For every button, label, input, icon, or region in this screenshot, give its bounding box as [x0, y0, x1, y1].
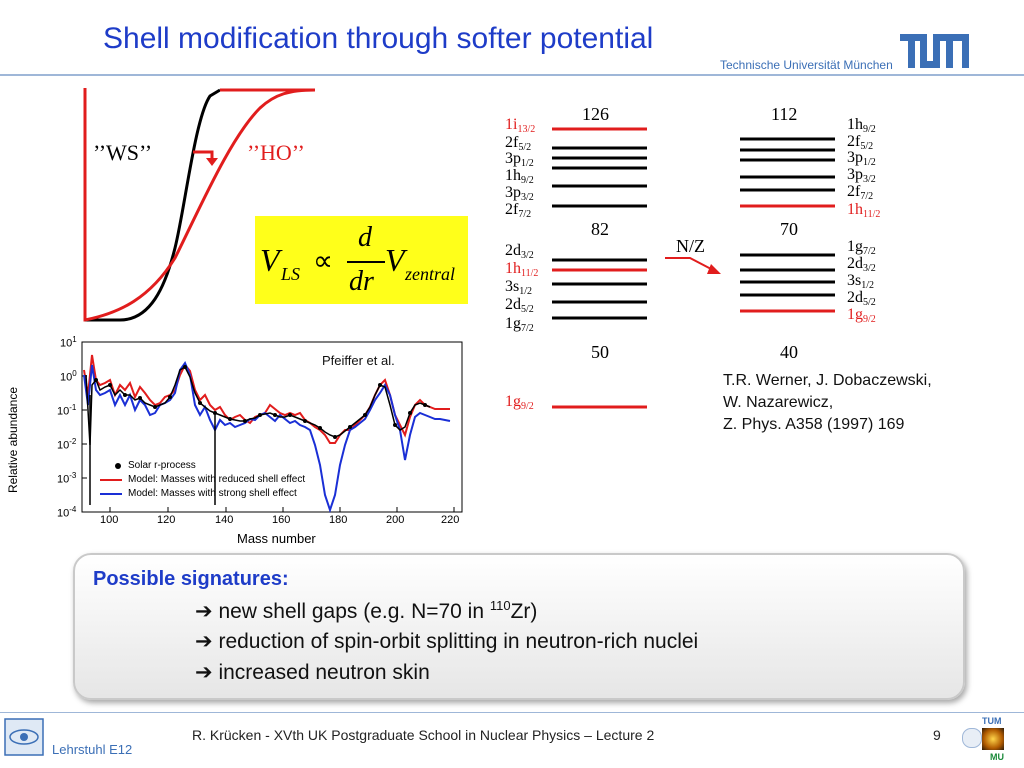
level-label: 3p1/2 [847, 149, 876, 169]
y-tick-m2: 10-2 [57, 437, 77, 452]
level-label: 1g7/2 [505, 315, 534, 335]
slide-title: Shell modification through softer potent… [103, 22, 654, 55]
level-label: 2d5/2 [847, 289, 876, 309]
formula-dr-denominator: dr [349, 266, 374, 297]
level-label: 2f5/2 [505, 134, 532, 154]
ho-frame-line [83, 88, 120, 322]
x-axis-label: Mass number [237, 531, 316, 546]
formula-d-numerator: d [358, 222, 372, 253]
magic-40: 40 [780, 342, 798, 362]
nz-arrow [665, 257, 714, 271]
header-divider [0, 74, 1024, 76]
spin-orbit-formula: V LS ∝ d dr V zentral [255, 216, 468, 304]
formula-ls: LS [281, 264, 301, 284]
y-tick-1: 101 [60, 335, 77, 350]
tum-logo [900, 34, 969, 68]
tum-mini-logo: TUM [982, 716, 1002, 726]
level-label: 1h9/2 [847, 116, 876, 136]
legend-strong: Model: Masses with strong shell effect [128, 488, 297, 499]
level-label: 2d5/2 [505, 296, 534, 316]
chair-logo [4, 718, 44, 756]
magic-50: 50 [591, 342, 609, 362]
signature-item: ➔ new shell gaps (e.g. N=70 in 110Zr) [195, 598, 538, 623]
level-label: 2f5/2 [847, 133, 874, 153]
magic-70: 70 [780, 219, 798, 239]
e-logo [962, 728, 982, 748]
formula-propto: ∝ [313, 246, 334, 277]
magic-126: 126 [582, 104, 609, 124]
level-label: 3p3/2 [505, 184, 534, 204]
x-tick-200: 200 [386, 514, 405, 526]
level-label: 3s1/2 [847, 272, 875, 292]
level-label: 1g9/2 [505, 393, 534, 413]
y-tick-m3: 10-3 [57, 471, 77, 486]
signature-item: ➔ increased neutron skin [195, 661, 430, 684]
level-label: 2d3/2 [505, 242, 534, 262]
level-label: 1g7/2 [847, 238, 876, 258]
signature-item: ➔ reduction of spin-orbit splitting in n… [195, 630, 699, 653]
ws-label: ’’WS’’ [93, 140, 153, 165]
fraction-bar [347, 261, 385, 263]
abundance-plot [81, 341, 463, 514]
nz-label: N/Z [676, 236, 705, 256]
x-tick-160: 160 [272, 514, 291, 526]
reference-citation: T.R. Werner, J. Dobaczewski, W. Nazarewi… [723, 372, 932, 433]
university-name: Technische Universität München [720, 58, 893, 72]
level-scheme [552, 127, 835, 409]
magic-82: 82 [591, 219, 609, 239]
signatures-box [73, 553, 965, 700]
level-label: 3s1/2 [505, 278, 533, 298]
legend-marker-solar [115, 463, 121, 469]
chair-name: Lehrstuhl E12 [52, 742, 133, 757]
potential-shape-diagram [83, 88, 316, 322]
level-label: 1g9/2 [847, 306, 876, 326]
level-label: 2d3/2 [847, 255, 876, 275]
ws-curve [85, 88, 221, 322]
level-label: 3p1/2 [505, 150, 534, 170]
lmu-mini-logo: MU [990, 752, 1004, 762]
ho-curve [84, 88, 316, 322]
legend-reduced: Model: Masses with reduced shell effect [128, 474, 306, 485]
x-tick-220: 220 [441, 514, 460, 526]
level-label: 3p3/2 [847, 166, 876, 186]
footer-divider [0, 712, 1024, 713]
level-label: 1h11/2 [847, 201, 881, 221]
level-label: 2f7/2 [847, 183, 874, 203]
x-tick-100: 100 [100, 514, 119, 526]
x-tick-140: 140 [215, 514, 234, 526]
level-label: 2f7/2 [505, 201, 532, 221]
formula-v2: V [385, 242, 405, 278]
formula-zentral: zentral [405, 264, 456, 284]
x-tick-180: 180 [329, 514, 348, 526]
plot-annotation: Pfeiffer et al. [322, 353, 395, 368]
y-axis-label: Relative abundance [6, 386, 20, 494]
level-label: 1i13/2 [505, 116, 536, 136]
red-arrow [193, 150, 214, 160]
x-tick-120: 120 [157, 514, 176, 526]
footer-lecture: R. Krücken - XVth UK Postgraduate School… [192, 727, 655, 743]
level-label: 1h9/2 [505, 167, 534, 187]
legend-solar: Solar r-process [128, 460, 196, 471]
ho-label: ’’HO’’ [247, 140, 305, 165]
y-tick-m1: 10-1 [57, 403, 77, 418]
level-label: 1h11/2 [505, 260, 539, 280]
y-tick-m4: 10-4 [57, 505, 77, 520]
mpq-logo [982, 728, 1004, 750]
formula-v: V [260, 242, 280, 278]
y-tick-0: 100 [60, 369, 77, 384]
magic-112: 112 [771, 104, 798, 124]
signatures-heading: Possible signatures: [93, 568, 289, 590]
page-number: 9 [933, 727, 941, 743]
